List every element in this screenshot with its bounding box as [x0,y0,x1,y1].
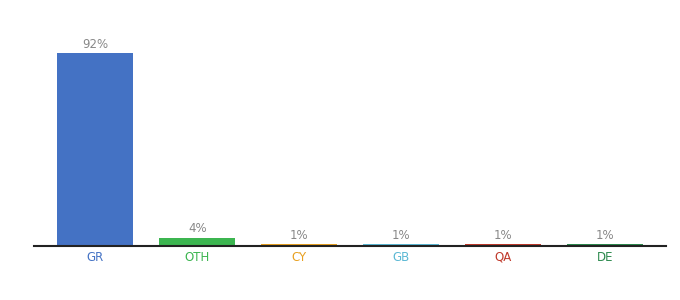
Bar [57,53,133,246]
Text: 92%: 92% [82,38,108,51]
Bar [159,238,235,246]
Text: 1%: 1% [392,229,411,242]
Text: 1%: 1% [596,229,615,242]
Bar [567,244,643,246]
Text: 1%: 1% [290,229,309,242]
Bar [261,244,337,246]
Bar [465,244,541,246]
Bar [363,244,439,246]
Text: 1%: 1% [494,229,513,242]
Text: 4%: 4% [188,223,207,236]
